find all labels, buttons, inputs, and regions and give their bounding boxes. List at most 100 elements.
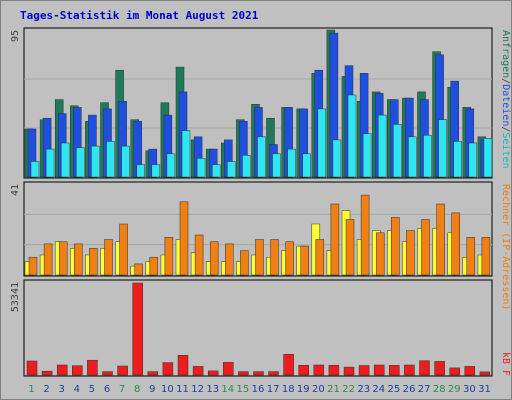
x-tick-label: 14 xyxy=(221,384,234,395)
bar-seiten xyxy=(242,155,251,178)
bar-seiten xyxy=(362,133,372,178)
bar-rechner xyxy=(255,239,264,276)
middle-y-max-label: 41 xyxy=(10,184,21,196)
x-tick-label: 15 xyxy=(237,384,250,395)
bar-kb xyxy=(223,362,234,376)
bar-rechner xyxy=(104,239,113,276)
top-legend: Anfragen/Dateien/Seiten xyxy=(500,30,511,169)
x-tick-label: 29 xyxy=(448,384,461,395)
bar-seiten xyxy=(302,153,311,178)
bar-rechner xyxy=(451,212,460,276)
x-tick-label: 9 xyxy=(149,384,155,395)
bar-seiten xyxy=(317,108,327,178)
bar-kb xyxy=(373,364,385,376)
bar-rechner xyxy=(58,241,68,276)
x-tick-label: 24 xyxy=(372,384,385,395)
legend-seiten: Seiten xyxy=(500,132,511,168)
bar-seiten xyxy=(257,136,266,178)
bar-kb xyxy=(479,371,491,376)
legend-dateien: Dateien xyxy=(500,84,511,126)
bar-rechner xyxy=(360,194,370,276)
bar-rechner xyxy=(285,241,294,276)
bar-seiten xyxy=(151,164,161,178)
bar-kb xyxy=(102,371,113,376)
bar-kb xyxy=(177,355,189,376)
bar-kb xyxy=(162,362,174,376)
bar-kb xyxy=(358,365,370,376)
x-tick-label: 28 xyxy=(433,384,446,395)
x-tick-label: 16 xyxy=(252,384,265,395)
bar-kb xyxy=(41,370,53,376)
bar-seiten xyxy=(136,164,145,178)
top-y-max-label: 95 xyxy=(10,30,21,42)
bar-seiten xyxy=(483,138,493,178)
bar-rechner xyxy=(315,239,325,276)
bar-kb xyxy=(72,365,83,376)
x-tick-label: 8 xyxy=(134,384,140,395)
bar-rechner xyxy=(300,245,309,276)
legend-sep-2: / xyxy=(500,126,511,132)
bar-rechner xyxy=(134,263,143,276)
bar-seiten xyxy=(211,164,221,178)
bar-seiten xyxy=(60,142,70,178)
bar-seiten xyxy=(272,153,281,178)
x-tick-label: 27 xyxy=(418,384,431,395)
bar-rechner xyxy=(89,248,98,276)
x-tick-label: 20 xyxy=(312,384,325,395)
bar-kb xyxy=(87,359,98,376)
bar-seiten xyxy=(30,161,40,178)
bar-seiten xyxy=(91,145,100,178)
bar-seiten xyxy=(181,130,191,178)
bar-kb xyxy=(238,371,249,376)
bar-rechner xyxy=(421,219,430,276)
bar-kb xyxy=(26,360,38,376)
x-tick-label: 2 xyxy=(43,384,49,395)
bar-rechner xyxy=(375,232,385,276)
bar-rechner xyxy=(74,243,83,276)
bar-kb xyxy=(268,371,279,376)
x-tick-label: 21 xyxy=(327,384,340,395)
bar-seiten xyxy=(393,124,402,178)
bar-seiten xyxy=(76,147,85,178)
bar-kb xyxy=(253,371,264,376)
bar-kb xyxy=(313,364,325,376)
bar-rechner xyxy=(330,203,340,276)
x-tick-label: 26 xyxy=(403,384,416,395)
bar-seiten xyxy=(377,114,387,178)
x-tick-label: 31 xyxy=(478,384,491,395)
legend-sep-1: / xyxy=(500,78,511,84)
x-tick-label: 19 xyxy=(297,384,310,395)
x-tick-label: 17 xyxy=(267,384,280,395)
bar-rechner xyxy=(164,237,174,276)
svg-text:kB F: kB F xyxy=(500,352,511,376)
bar-seiten xyxy=(453,141,462,178)
bar-kb xyxy=(192,366,204,376)
x-tick-label: 30 xyxy=(463,384,476,395)
bar-seiten xyxy=(227,161,236,178)
svg-text:Anfragen/Dateien/Seiten: Anfragen/Dateien/Seiten xyxy=(500,30,511,169)
x-tick-label: 10 xyxy=(161,384,174,395)
bar-seiten xyxy=(196,158,206,178)
x-tick-label: 18 xyxy=(282,384,295,395)
middle-legend: Rechner (IP-Adressen) xyxy=(500,184,511,310)
legend-rechner: Rechner (IP-Adressen) xyxy=(500,184,511,310)
bar-rechner xyxy=(345,219,355,276)
x-tick-label: 5 xyxy=(89,384,95,395)
bar-kb xyxy=(328,365,340,376)
bar-rechner xyxy=(179,201,189,276)
bar-seiten xyxy=(423,134,432,178)
x-tick-label: 7 xyxy=(119,384,125,395)
x-tick-label: 4 xyxy=(74,384,80,395)
bottom-panel xyxy=(23,279,493,377)
x-tick-label: 1 xyxy=(28,384,34,395)
bar-rechner xyxy=(466,237,476,276)
x-axis-labels: 1 2 3 4 5 6 7 8 9 10 11 12 13 14 15 16 17 18 19 20 21 22 23 24 2… xyxy=(28,384,491,395)
bar-kb xyxy=(389,365,400,376)
bar-rechner xyxy=(43,243,53,276)
legend-anfragen: Anfragen xyxy=(500,30,511,78)
bar-rechner xyxy=(240,250,249,276)
bar-seiten xyxy=(106,141,115,178)
bar-rechner xyxy=(406,230,415,276)
bar-rechner xyxy=(481,237,491,276)
